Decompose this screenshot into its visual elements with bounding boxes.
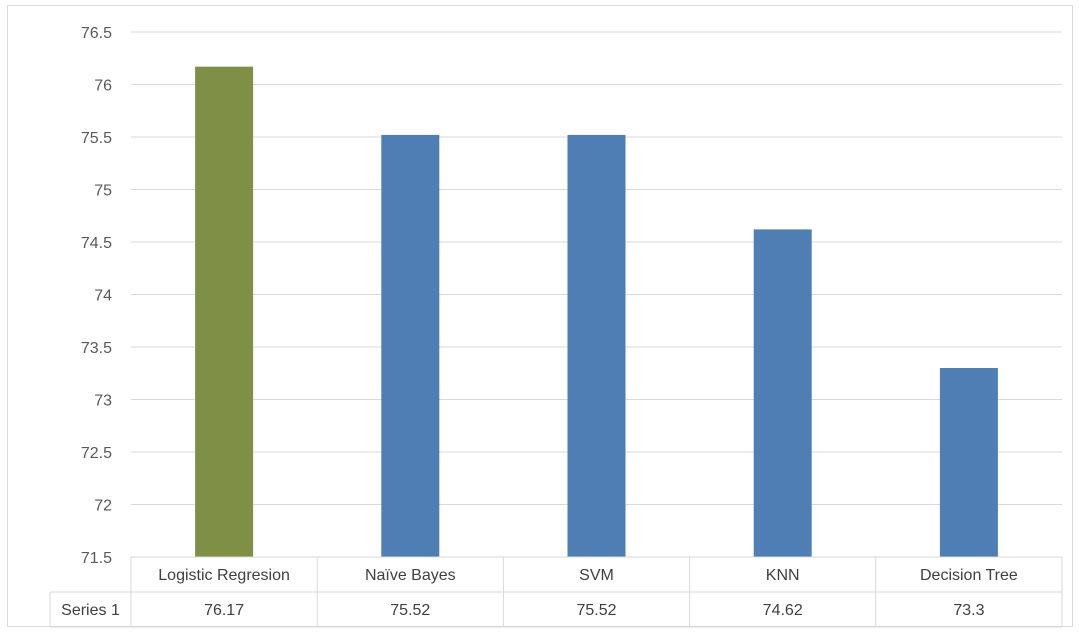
- bar: [567, 134, 626, 557]
- y-tick-label: 73.5: [81, 340, 112, 357]
- data-table-value: 76.17: [204, 602, 244, 619]
- y-tick-label: 74: [94, 288, 112, 305]
- series-name-label: Series 1: [61, 602, 120, 619]
- bar: [753, 229, 812, 557]
- y-tick-label: 72: [94, 498, 112, 515]
- y-tick-label: 73: [94, 393, 112, 410]
- data-table-value: 75.52: [390, 602, 430, 619]
- y-tick-label: 72.5: [81, 445, 112, 462]
- data-table-value: 74.62: [763, 602, 803, 619]
- chart-frame: [7, 5, 1073, 627]
- bar: [195, 66, 254, 558]
- category-label: SVM: [579, 567, 614, 584]
- y-tick-label: 76: [94, 78, 112, 95]
- category-label: Logistic Regresion: [158, 567, 290, 584]
- data-table: Logistic Regresion Naïve Bayes SVM KNN Decis…: [49, 556, 1063, 628]
- data-table-value: 73.3: [953, 602, 984, 619]
- bar: [381, 134, 440, 557]
- category-label: Decision Tree: [920, 567, 1018, 584]
- category-label: Naïve Bayes: [365, 567, 456, 584]
- bar: [939, 368, 998, 557]
- y-tick-label: 76.5: [81, 25, 112, 42]
- data-table-value: 75.52: [576, 602, 616, 619]
- bars: [195, 66, 998, 558]
- y-axis-ticks: 71.5 72 72.5 73 73.5 74 74.5 75 75.5 76 76.5: [81, 25, 112, 567]
- category-label: KNN: [766, 567, 800, 584]
- y-tick-label: 74.5: [81, 235, 112, 252]
- y-tick-label: 71.5: [81, 550, 112, 567]
- y-tick-label: 75: [94, 183, 112, 200]
- y-tick-label: 75.5: [81, 130, 112, 147]
